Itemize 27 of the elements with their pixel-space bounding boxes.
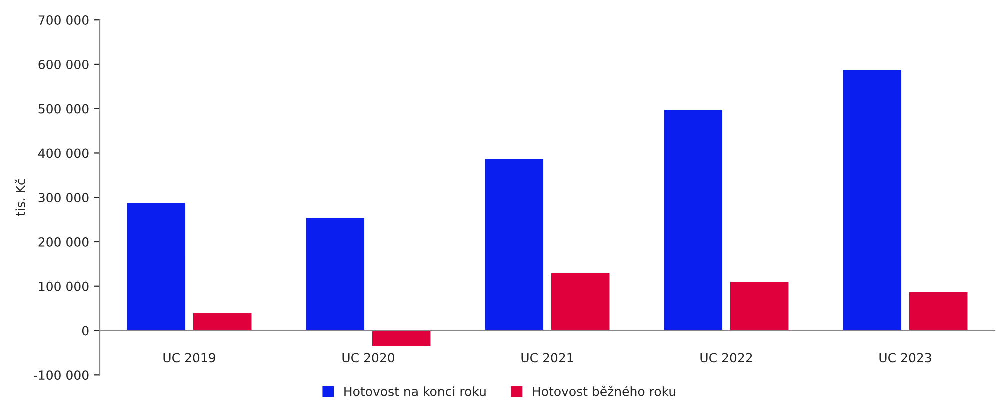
y-tick-label: 100 000: [39, 282, 89, 292]
bar: [842, 68, 903, 332]
bar: [371, 330, 432, 348]
y-axis-title: tis. Kč: [15, 179, 26, 216]
legend-label: Hotovost na konci roku: [344, 386, 486, 396]
y-tick-label: 0: [82, 326, 89, 336]
legend-label: Hotovost běžného roku: [533, 386, 676, 396]
bar: [908, 291, 970, 332]
y-tick-label: 200 000: [38, 237, 89, 247]
y-tick-label: 400 000: [38, 148, 89, 158]
x-tick-label: UC 2022: [700, 353, 752, 363]
y-tick-label: 500 000: [38, 104, 89, 114]
y-tick-label: 300 000: [38, 193, 89, 203]
bar: [192, 312, 254, 332]
bar: [126, 202, 187, 332]
x-tick-label: UC 2019: [164, 353, 216, 363]
y-tick-label: 600 000: [38, 60, 89, 70]
y-tick-label: 700 000: [38, 16, 89, 26]
bar: [304, 216, 366, 332]
y-tick-label: -100 000: [34, 370, 89, 380]
x-tick-label: UC 2021: [522, 353, 574, 363]
bar: [484, 158, 545, 332]
x-tick-label: UC 2020: [342, 353, 394, 363]
bar: [662, 108, 724, 332]
bar: [550, 272, 612, 332]
bar: [729, 280, 790, 332]
x-tick-label: UC 2023: [880, 353, 932, 363]
